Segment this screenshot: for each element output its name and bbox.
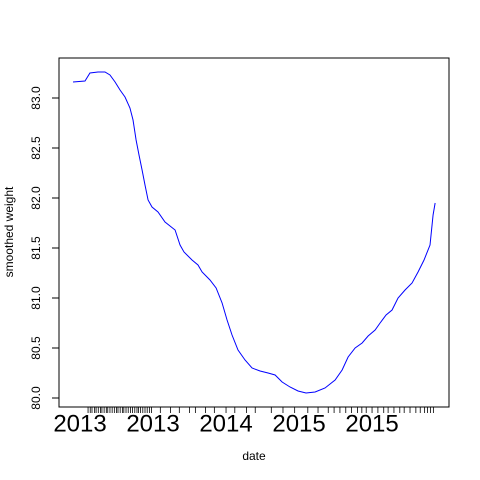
plot-box xyxy=(58,57,450,408)
x-tick-label: 2015 xyxy=(345,410,398,437)
y-tick-label: 82.0 xyxy=(29,186,43,210)
x-tick-label: 2015 xyxy=(272,410,325,437)
x-tick-label: 2014 xyxy=(199,410,252,437)
x-tick-label: 2013 xyxy=(126,410,179,437)
y-tick-label: 81.0 xyxy=(29,286,43,310)
y-tick-label: 82.5 xyxy=(29,136,43,160)
y-tick-label: 80.0 xyxy=(29,386,43,410)
x-axis-label: date xyxy=(242,449,266,463)
data-line xyxy=(72,71,436,394)
y-axis-label: smoothed weight xyxy=(2,186,16,277)
y-tick-label: 81.5 xyxy=(29,236,43,260)
y-tick-label: 80.5 xyxy=(29,336,43,360)
x-tick-label: 2013 xyxy=(53,410,106,437)
y-tick-label: 83.0 xyxy=(29,86,43,110)
